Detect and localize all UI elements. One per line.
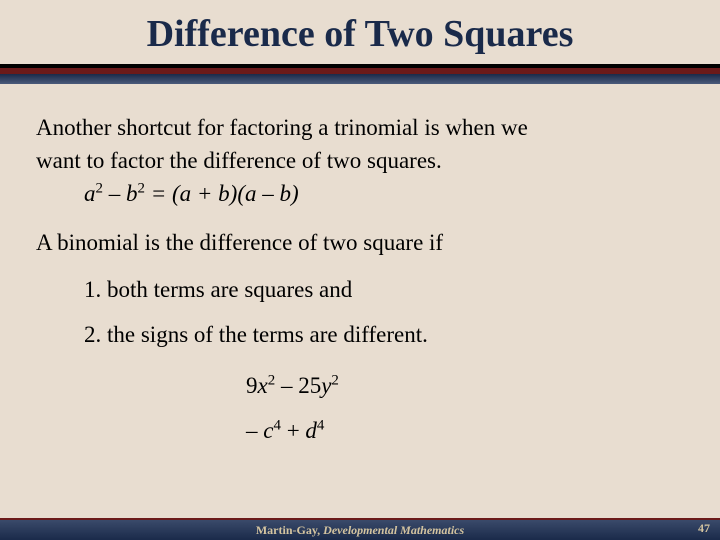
formula-minus2: – [262, 181, 279, 206]
ex1-sup2: 2 [331, 373, 338, 389]
ex1-minus: – [281, 373, 298, 398]
footer-author: Martin-Gay, [256, 523, 323, 537]
intro-line-1: Another shortcut for factoring a trinomi… [36, 112, 684, 143]
ex1-coef2: 25 [298, 373, 321, 398]
slide-content: Another shortcut for factoring a trinomi… [0, 84, 720, 446]
formula: a2 – b2 = (a + b)(a – b) [84, 178, 684, 209]
formula-sup2b: 2 [137, 180, 144, 196]
ex2-minus: – [246, 418, 263, 443]
formula-b3: b [279, 181, 291, 206]
ex1-x: x [258, 373, 268, 398]
ex2-sup2: 4 [317, 418, 324, 434]
formula-a3: a [245, 181, 257, 206]
title-underline [0, 64, 720, 84]
list-item-2: 2. the signs of the terms are different. [84, 319, 684, 350]
slide-title: Difference of Two Squares [0, 12, 720, 56]
formula-eq: = ( [151, 181, 180, 206]
footer-text: Martin-Gay, Developmental Mathematics [256, 523, 464, 538]
formula-plus: + [197, 181, 218, 206]
title-area: Difference of Two Squares [0, 0, 720, 64]
formula-b: b [126, 181, 138, 206]
ex2-sup1: 4 [273, 418, 280, 434]
ex1-coef1: 9 [246, 373, 258, 398]
underline-gradient [0, 74, 720, 84]
footer-bar: Martin-Gay, Developmental Mathematics 47 [0, 518, 720, 540]
ex1-sup1: 2 [268, 373, 275, 389]
examples: 9x2 – 25y2 – c4 + d4 [246, 370, 684, 446]
ex2-c: c [263, 418, 273, 443]
ex2-plus: + [287, 418, 306, 443]
list-item-1: 1. both terms are squares and [84, 274, 684, 305]
intro-line-2: want to factor the difference of two squ… [36, 145, 684, 176]
formula-a2: a [180, 181, 192, 206]
formula-minus: – [109, 181, 126, 206]
formula-paren2: ) [291, 181, 299, 206]
formula-b2: b [218, 181, 230, 206]
binomial-intro: A binomial is the difference of two squa… [36, 227, 684, 258]
example-1: 9x2 – 25y2 [246, 370, 684, 401]
formula-a: a [84, 181, 96, 206]
example-2: – c4 + d4 [246, 415, 684, 446]
page-number: 47 [698, 521, 710, 536]
ex2-d: d [305, 418, 317, 443]
formula-paren1: )( [230, 181, 245, 206]
footer-book: Developmental Mathematics [323, 523, 464, 537]
ex1-y: y [321, 373, 331, 398]
formula-sup2a: 2 [96, 180, 103, 196]
